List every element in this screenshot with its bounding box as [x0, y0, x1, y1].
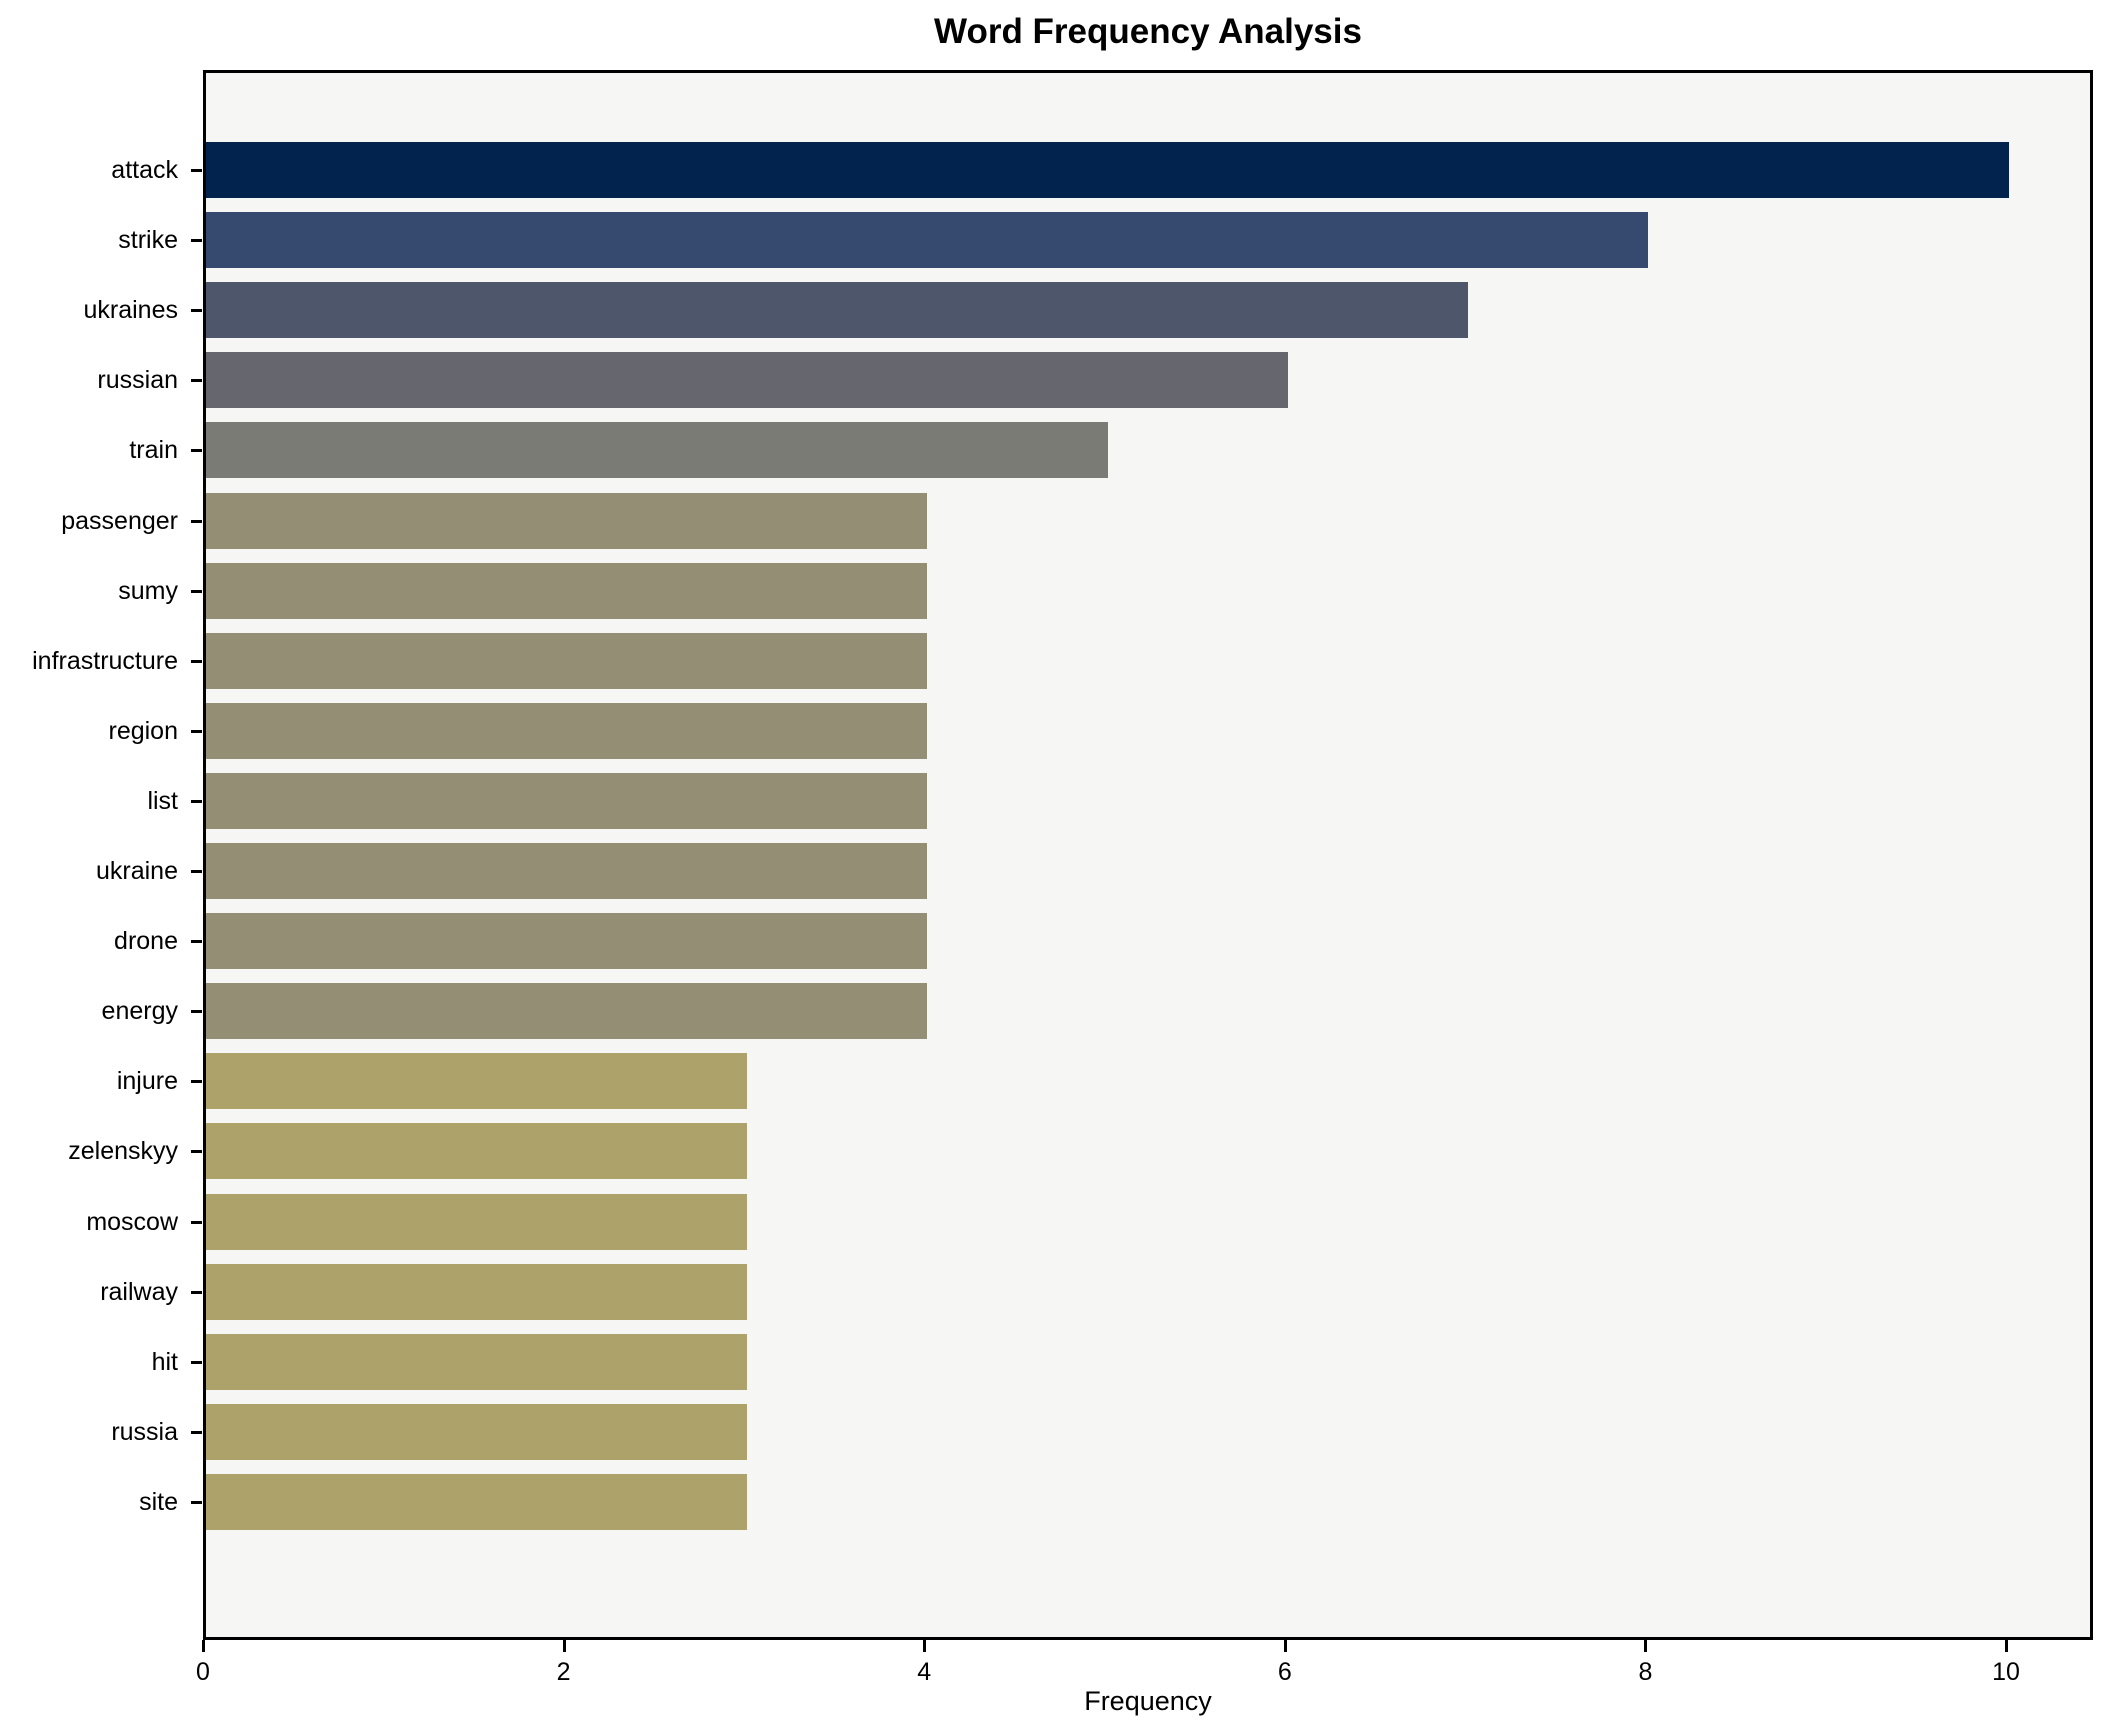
bar-hit — [206, 1333, 747, 1390]
y-tick-mark — [191, 870, 202, 873]
y-tick-mark — [191, 1150, 202, 1154]
bar-railway — [206, 1263, 747, 1320]
y-tick-label-strike: strike — [118, 226, 178, 255]
y-tick-mark — [191, 239, 202, 243]
y-tick-label-region: region — [108, 716, 179, 745]
y-tick-mark — [191, 309, 202, 313]
y-tick-label-site: site — [139, 1487, 178, 1516]
x-tick-label-8: 8 — [1638, 1658, 1653, 1686]
x-tick-mark — [923, 1640, 927, 1652]
bar-energy — [206, 983, 928, 1040]
x-axis-label: Frequency — [1084, 1686, 1212, 1716]
x-tick-mark — [2005, 1640, 2008, 1652]
bar-moscow — [206, 1193, 747, 1250]
y-tick-label-ukraine: ukraine — [96, 857, 178, 885]
y-tick-mark — [191, 1360, 202, 1364]
bar-zelenskyy — [206, 1123, 747, 1180]
y-tick-label-infrastructure: infrastructure — [32, 646, 178, 675]
y-tick-mark — [191, 1290, 202, 1294]
y-tick-label-passenger: passenger — [61, 506, 178, 535]
y-tick-mark — [191, 449, 202, 453]
y-tick-mark — [191, 1220, 202, 1224]
y-tick-label-list: list — [147, 786, 178, 815]
y-tick-label-energy: energy — [101, 997, 178, 1026]
bar-passenger — [206, 492, 928, 549]
bar-strike — [206, 212, 1649, 269]
bar-ukraine — [206, 843, 928, 899]
y-tick-mark — [191, 519, 202, 523]
x-tick-mark — [1283, 1640, 1287, 1652]
y-tick-label-russian: russian — [97, 366, 178, 395]
y-tick-label-injure: injure — [116, 1067, 178, 1096]
y-tick-label-ukraines: ukraines — [83, 296, 179, 325]
bar-russian — [206, 352, 1288, 409]
bar-region — [206, 702, 928, 759]
y-tick-label-attack: attack — [111, 156, 178, 184]
y-tick-mark — [191, 589, 202, 593]
y-tick-mark — [191, 1500, 202, 1504]
bar-infrastructure — [206, 632, 928, 689]
bar-russia — [206, 1403, 747, 1460]
bar-train — [206, 422, 1108, 479]
bar-sumy — [206, 562, 928, 619]
chart-title: Word Frequency Analysis — [934, 12, 1362, 51]
y-tick-label-sumy: sumy — [118, 576, 178, 605]
bar-injure — [206, 1053, 747, 1110]
y-tick-mark — [191, 729, 202, 733]
y-tick-label-train: train — [129, 436, 178, 465]
y-tick-mark — [191, 940, 202, 944]
y-tick-label-russia: russia — [111, 1417, 178, 1446]
bar-drone — [206, 913, 928, 970]
x-tick-mark — [562, 1640, 566, 1652]
x-tick-mark — [202, 1640, 205, 1652]
bar-attack — [206, 142, 2009, 198]
x-tick-label-2: 2 — [556, 1658, 571, 1686]
y-tick-mark — [191, 1430, 202, 1434]
y-tick-label-hit: hit — [151, 1347, 178, 1376]
y-tick-mark — [191, 659, 202, 663]
x-tick-label-10: 10 — [1992, 1658, 2020, 1686]
y-tick-label-drone: drone — [114, 927, 178, 956]
y-tick-mark — [191, 1010, 202, 1014]
bar-site — [206, 1473, 747, 1530]
y-tick-label-zelenskyy: zelenskyy — [68, 1137, 178, 1166]
y-tick-mark — [191, 1080, 202, 1084]
y-tick-label-moscow: moscow — [86, 1207, 178, 1236]
x-tick-label-4: 4 — [917, 1658, 932, 1686]
bar-list — [206, 772, 928, 829]
y-tick-label-railway: railway — [100, 1277, 178, 1306]
x-tick-label-6: 6 — [1277, 1658, 1292, 1686]
y-tick-mark — [191, 379, 202, 383]
bar-ukraines — [206, 282, 1469, 339]
x-tick-mark — [1644, 1640, 1648, 1652]
x-tick-label-0: 0 — [196, 1658, 210, 1686]
y-tick-mark — [191, 799, 202, 803]
y-tick-mark — [191, 169, 202, 172]
